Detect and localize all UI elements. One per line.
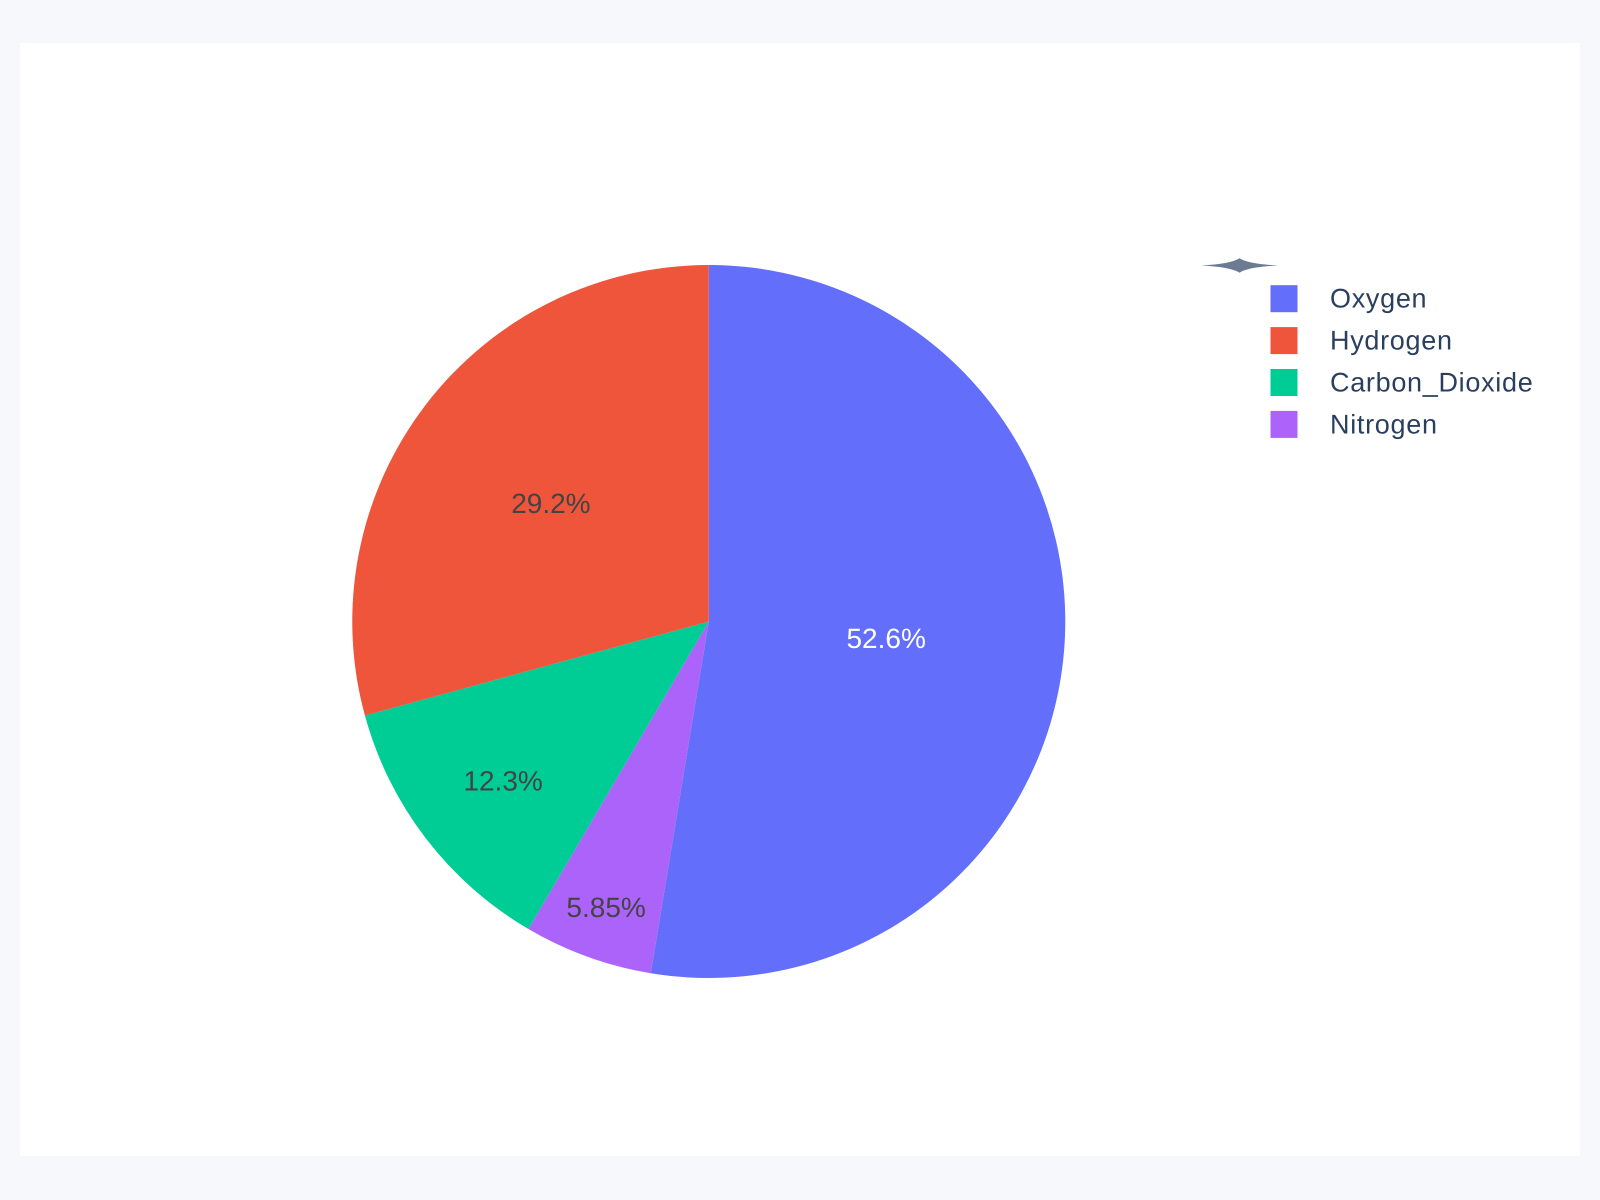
svg-text:Oxygen: Oxygen [1330,284,1427,314]
svg-text:12.3%: 12.3% [463,765,542,796]
svg-text:Nitrogen: Nitrogen [1330,409,1438,439]
svg-text:5.85%: 5.85% [566,892,645,923]
svg-text:Carbon_Dioxide: Carbon_Dioxide [1330,368,1533,398]
svg-text:52.6%: 52.6% [846,623,925,654]
svg-text:Hydrogen: Hydrogen [1330,326,1453,356]
svg-text:29.2%: 29.2% [511,488,590,519]
